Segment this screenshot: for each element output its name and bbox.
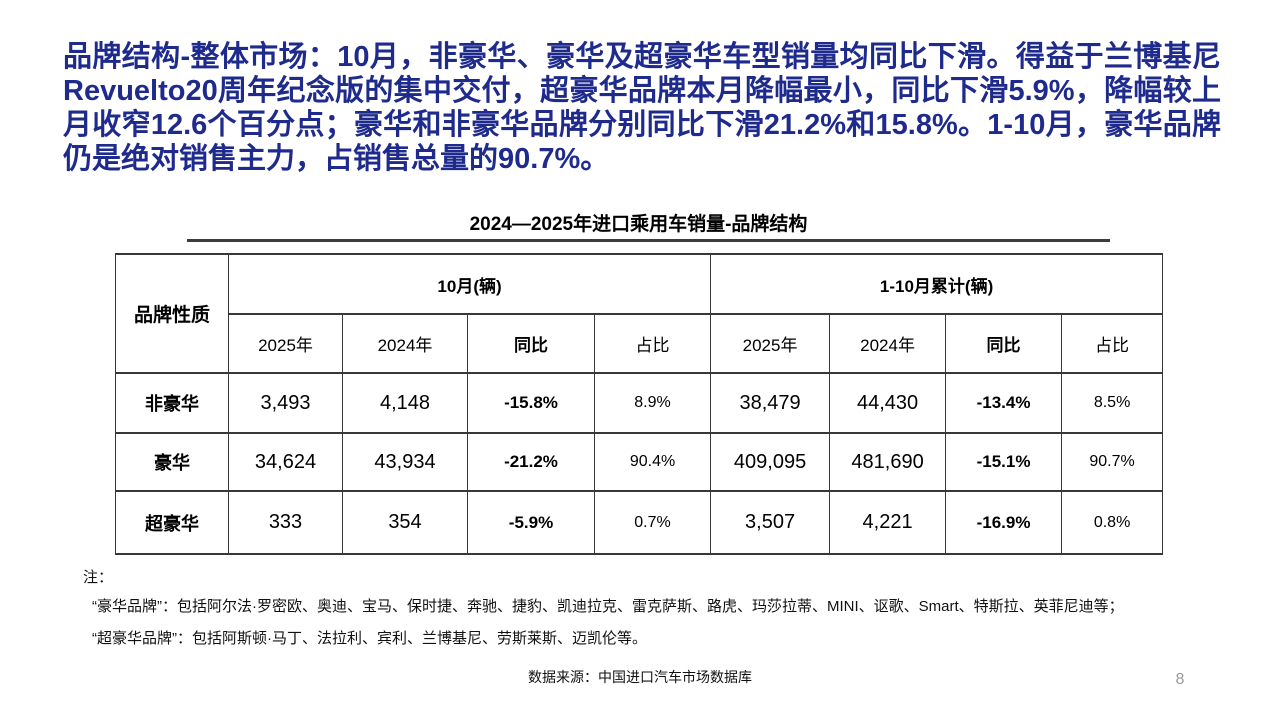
brand-structure-table: 品牌性质 10月(辆) 1-10月累计(辆) 2025年 2024年 同比 占比… <box>115 253 1164 555</box>
cell-oct-2024: 354 <box>342 490 468 555</box>
cell-oct-share: 0.7% <box>593 490 712 555</box>
header-oct-2025: 2025年 <box>228 313 343 374</box>
cell-cum-2025: 38,479 <box>710 372 831 434</box>
header-oct-yoy: 同比 <box>467 313 595 374</box>
row-label: 非豪华 <box>115 372 229 434</box>
header-cum-share: 占比 <box>1061 313 1164 374</box>
row-label: 超豪华 <box>115 490 229 555</box>
table-header-row-sub: 2025年 2024年 同比 占比 2025年 2024年 同比 占比 <box>116 313 1164 374</box>
data-source: 数据来源：中国进口汽车市场数据库 <box>528 669 752 685</box>
notes-label: 注： <box>83 569 114 586</box>
cell-oct-2024: 4,148 <box>342 372 468 434</box>
table-row-super-luxury: 超豪华 333 354 -5.9% 0.7% 3,507 4,221 -16.9… <box>115 490 1164 555</box>
cell-oct-yoy: -15.8% <box>467 372 595 434</box>
table-title: 2024—2025年进口乘用车销量-品牌结构 <box>469 214 808 235</box>
cell-cum-share: 8.5% <box>1061 372 1164 434</box>
note-luxury-brands: “豪华品牌”：包括阿尔法·罗密欧、奥迪、宝马、保时捷、奔驰、捷豹、凯迪拉克、雷克… <box>92 598 1124 615</box>
header-cum-yoy: 同比 <box>945 313 1063 374</box>
header-oct-share: 占比 <box>593 313 712 374</box>
table-row-luxury: 豪华 34,624 43,934 -21.2% 90.4% 409,095 48… <box>115 432 1164 492</box>
cell-oct-share: 90.4% <box>593 432 712 492</box>
cell-cum-yoy: -15.1% <box>945 432 1063 492</box>
cell-cum-2024: 4,221 <box>829 490 947 555</box>
header-cum-2024: 2024年 <box>829 313 947 374</box>
table-row-non-luxury: 非豪华 3,493 4,148 -15.8% 8.9% 38,479 44,43… <box>115 372 1164 434</box>
cell-cum-share: 0.8% <box>1061 490 1164 555</box>
header-group-october: 10月(辆) <box>227 253 712 315</box>
cell-cum-share: 90.7% <box>1061 432 1164 492</box>
row-label: 豪华 <box>115 432 229 492</box>
cell-cum-2024: 44,430 <box>829 372 947 434</box>
cell-oct-share: 8.9% <box>593 372 712 434</box>
header-group-cumulative: 1-10月累计(辆) <box>710 253 1164 315</box>
header-brand-type: 品牌性质 <box>115 253 229 374</box>
note-super-luxury-brands: “超豪华品牌”：包括阿斯顿·马丁、法拉利、宾利、兰博基尼、劳斯莱斯、迈凯伦等。 <box>92 630 647 647</box>
cell-oct-2025: 333 <box>228 490 343 555</box>
cell-oct-2025: 34,624 <box>228 432 343 492</box>
cell-cum-yoy: -16.9% <box>945 490 1063 555</box>
cell-cum-yoy: -13.4% <box>945 372 1063 434</box>
cell-cum-2025: 3,507 <box>710 490 831 555</box>
header-oct-2024: 2024年 <box>342 313 468 374</box>
cell-oct-yoy: -5.9% <box>467 490 595 555</box>
table-title-underline <box>187 239 1110 242</box>
cell-oct-2024: 43,934 <box>342 432 468 492</box>
cell-cum-2025: 409,095 <box>710 432 831 492</box>
cell-oct-2025: 3,493 <box>228 372 343 434</box>
table-header-row-groups: 品牌性质 10月(辆) 1-10月累计(辆) <box>115 253 1164 374</box>
cell-oct-yoy: -21.2% <box>467 432 595 492</box>
header-cum-2025: 2025年 <box>710 313 831 374</box>
cell-cum-2024: 481,690 <box>829 432 947 492</box>
slide-title: 品牌结构-整体市场：10月，非豪华、豪华及超豪华车型销量均同比下滑。得益于兰博基… <box>63 41 1221 175</box>
page-number: 8 <box>1175 671 1185 688</box>
